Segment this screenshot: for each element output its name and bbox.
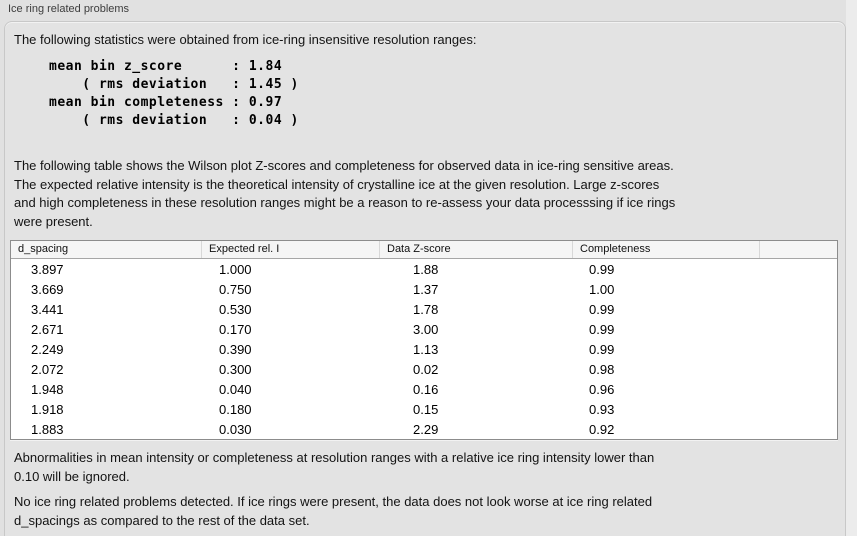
table-cell: 1.78	[413, 301, 439, 317]
stat-line-mean-z-score: mean bin z_score : 1.84	[49, 59, 283, 74]
table-cell: 0.99	[589, 301, 615, 317]
table-cell: 2.072	[31, 361, 64, 377]
stat-line-rms-deviation-completeness: ( rms deviation : 0.04 )	[49, 113, 299, 128]
table-cell: 0.390	[219, 341, 252, 357]
table-cell: 1.37	[413, 281, 439, 297]
table-cell: 1.948	[31, 381, 64, 397]
table-cell: 1.918	[31, 401, 64, 417]
table-cell: 0.300	[219, 361, 252, 377]
table-cell: 0.99	[589, 321, 615, 337]
window-edge	[846, 0, 857, 536]
table-cell: 2.671	[31, 321, 64, 337]
table-cell: 1.883	[31, 421, 64, 437]
table-cell: 0.030	[219, 421, 252, 437]
table-cell: 3.669	[31, 281, 64, 297]
stats-intro-text: The following statistics were obtained f…	[14, 32, 477, 47]
ice-ring-table[interactable]: d_spacing Expected rel. I Data Z-score C…	[10, 240, 838, 440]
column-header-empty	[759, 241, 837, 258]
table-row[interactable]: 3.669 0.750 1.37 1.00	[11, 279, 837, 299]
table-row[interactable]: 1.883 0.030 2.29 0.92	[11, 419, 837, 439]
table-cell: 1.13	[413, 341, 439, 357]
table-row[interactable]: 3.441 0.530 1.78 0.99	[11, 299, 837, 319]
table-cell: 0.16	[413, 381, 439, 397]
table-cell: 1.000	[219, 261, 252, 277]
table-cell: 1.88	[413, 261, 439, 277]
table-row[interactable]: 3.897 1.000 1.88 0.99	[11, 259, 837, 279]
table-header-row: d_spacing Expected rel. I Data Z-score C…	[11, 241, 837, 259]
table-row[interactable]: 1.948 0.040 0.16 0.96	[11, 379, 837, 399]
table-cell: 0.170	[219, 321, 252, 337]
table-cell: 0.96	[589, 381, 615, 397]
stats-block: mean bin z_score : 1.84 ( rms deviation …	[49, 58, 299, 130]
table-description: The following table shows the Wilson plo…	[14, 158, 676, 229]
table-cell: 0.02	[413, 361, 439, 377]
table-cell: 3.897	[31, 261, 64, 277]
ice-ring-panel: The following statistics were obtained f…	[4, 21, 846, 536]
table-row[interactable]: 2.072 0.300 0.02 0.98	[11, 359, 837, 379]
column-header-d-spacing[interactable]: d_spacing	[18, 243, 69, 255]
stat-line-mean-completeness: mean bin completeness : 0.97	[49, 95, 283, 110]
table-cell: 1.00	[589, 281, 615, 297]
table-cell: 0.99	[589, 341, 615, 357]
table-cell: 0.92	[589, 421, 615, 437]
table-cell: 2.29	[413, 421, 439, 437]
table-cell: 0.180	[219, 401, 252, 417]
table-cell: 3.00	[413, 321, 439, 337]
column-header-data-z-score[interactable]: Data Z-score	[379, 241, 572, 258]
column-header-completeness[interactable]: Completeness	[572, 241, 759, 258]
groupbox-title: Ice ring related problems	[8, 3, 130, 15]
table-cell: 0.040	[219, 381, 252, 397]
table-cell: 0.530	[219, 301, 252, 317]
table-row[interactable]: 2.249 0.390 1.13 0.99	[11, 339, 837, 359]
table-cell: 2.249	[31, 341, 64, 357]
table-cell: 0.93	[589, 401, 615, 417]
table-cell: 0.98	[589, 361, 615, 377]
table-cell: 0.750	[219, 281, 252, 297]
conclusion-text: No ice ring related problems detected. I…	[14, 494, 653, 528]
stat-line-rms-deviation-z: ( rms deviation : 1.45 )	[49, 77, 299, 92]
table-cell: 0.99	[589, 261, 615, 277]
table-row[interactable]: 2.671 0.170 3.00 0.99	[11, 319, 837, 339]
column-header-expected-rel-i[interactable]: Expected rel. I	[201, 241, 379, 258]
table-row[interactable]: 1.918 0.180 0.15 0.93	[11, 399, 837, 419]
table-cell: 0.15	[413, 401, 439, 417]
table-cell: 3.441	[31, 301, 64, 317]
ignore-note: Abnormalities in mean intensity or compl…	[14, 450, 655, 484]
